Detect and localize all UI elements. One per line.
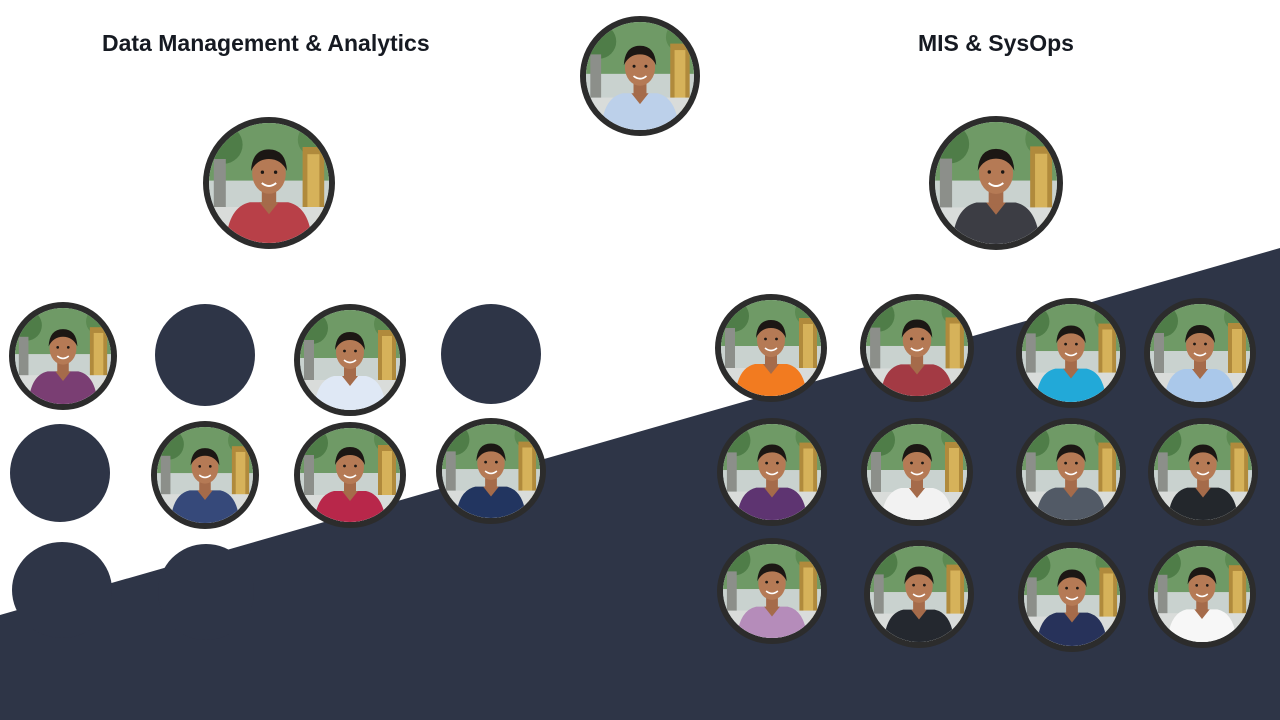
mis-sysops-title: MIS & SysOps <box>918 30 1074 56</box>
portrait-photo <box>300 428 400 522</box>
portrait-photo <box>1024 548 1120 646</box>
member-portrait <box>1148 418 1258 526</box>
member-portrait <box>1016 418 1126 526</box>
member-portrait <box>1018 542 1126 652</box>
member-portrait <box>436 418 546 524</box>
portrait-photo <box>1022 304 1120 402</box>
member-portrait <box>1148 540 1256 648</box>
portrait-photo <box>870 546 968 642</box>
empty-slot <box>441 304 541 404</box>
portrait-photo <box>723 544 821 638</box>
head-portrait <box>580 16 700 136</box>
portrait-photo <box>15 308 111 404</box>
portrait-photo <box>1154 424 1252 520</box>
portrait-photo <box>300 310 400 410</box>
member-portrait <box>715 294 827 402</box>
member-portrait <box>1016 298 1126 408</box>
empty-slot <box>12 542 112 638</box>
portrait-photo <box>866 300 968 396</box>
empty-slot <box>158 544 254 640</box>
portrait-photo <box>442 424 540 518</box>
member-portrait <box>1144 298 1256 408</box>
member-portrait <box>861 418 973 526</box>
portrait-photo <box>1022 424 1120 520</box>
member-portrait <box>717 538 827 644</box>
member-portrait <box>860 294 974 402</box>
portrait-photo <box>723 424 821 520</box>
data-management-analytics-title: Data Management & Analytics <box>102 30 430 56</box>
member-portrait <box>864 540 974 648</box>
mis-team-lead-portrait <box>929 116 1063 250</box>
empty-slot <box>10 424 110 522</box>
portrait-photo <box>1150 304 1250 402</box>
portrait-photo <box>867 424 967 520</box>
member-portrait <box>717 418 827 526</box>
member-portrait <box>294 422 406 528</box>
member-portrait <box>151 421 259 529</box>
member-portrait <box>294 304 406 416</box>
member-portrait <box>9 302 117 410</box>
portrait-photo <box>157 427 253 523</box>
portrait-photo <box>935 122 1057 244</box>
portrait-photo <box>1154 546 1250 642</box>
empty-slot <box>155 304 255 406</box>
data-team-lead-portrait <box>203 117 335 249</box>
portrait-photo <box>209 123 329 243</box>
portrait-photo <box>586 22 694 130</box>
portrait-photo <box>721 300 821 396</box>
